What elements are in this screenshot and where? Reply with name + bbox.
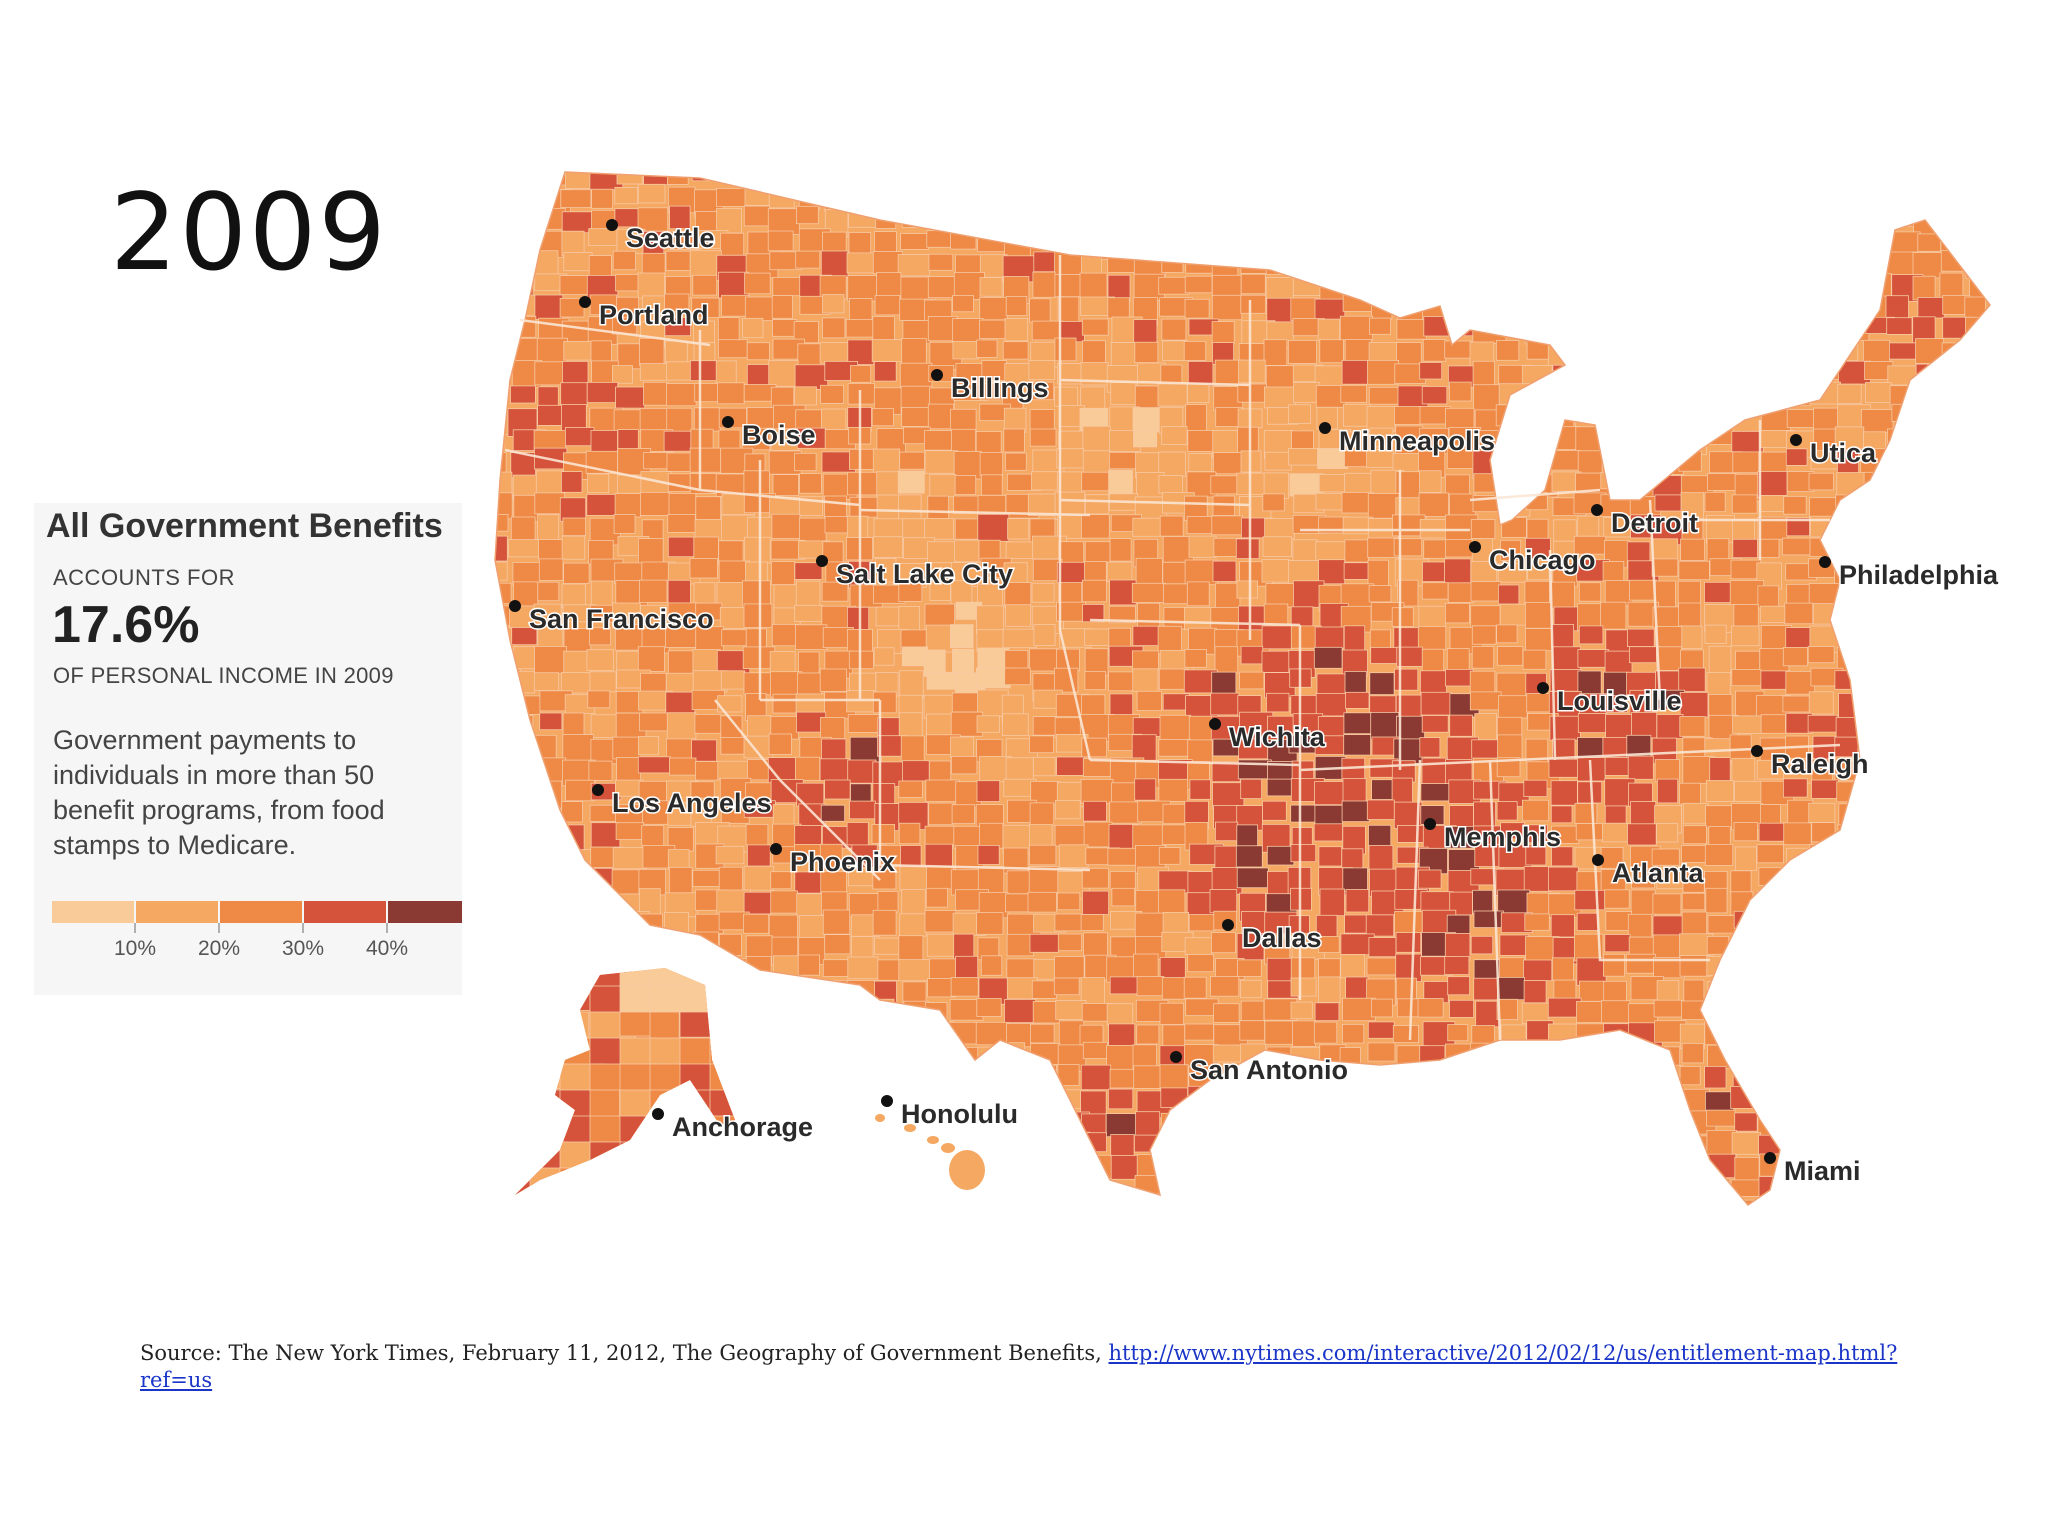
city-dot bbox=[1764, 1152, 1776, 1164]
city-dot bbox=[652, 1108, 664, 1120]
city-dot bbox=[722, 416, 734, 428]
city-marker-boise: Boise bbox=[722, 416, 817, 452]
city-dot bbox=[509, 600, 521, 612]
city-marker-phoenix: Phoenix bbox=[770, 843, 897, 879]
color-scale-bar bbox=[52, 901, 462, 933]
city-label: Miami bbox=[1784, 1156, 1861, 1186]
city-label: Detroit bbox=[1611, 508, 1698, 538]
legend-accounts-for: ACCOUNTS FOR bbox=[53, 565, 235, 590]
city-marker-san-antonio: San Antonio bbox=[1170, 1051, 1349, 1087]
city-marker-san-francisco: San Francisco bbox=[509, 600, 715, 636]
city-dot bbox=[1790, 434, 1802, 446]
city-dot bbox=[1319, 422, 1331, 434]
city-marker-chicago: Chicago bbox=[1469, 541, 1597, 577]
city-marker-wichita: Wichita bbox=[1209, 718, 1327, 754]
city-dot bbox=[1751, 745, 1763, 757]
scale-swatch bbox=[304, 901, 386, 923]
city-dot bbox=[579, 296, 591, 308]
city-marker-seattle: Seattle bbox=[606, 219, 716, 255]
city-dot bbox=[1591, 504, 1603, 516]
city-dot bbox=[1819, 556, 1831, 568]
city-marker-anchorage: Anchorage bbox=[652, 1108, 815, 1144]
city-label: Billings bbox=[951, 373, 1049, 403]
city-dot bbox=[1592, 854, 1604, 866]
city-dot bbox=[1537, 682, 1549, 694]
city-label: Portland bbox=[599, 300, 709, 330]
city-dot bbox=[1170, 1051, 1182, 1063]
legend-description: Government payments to individuals in mo… bbox=[53, 725, 385, 860]
year-title: 2009 bbox=[110, 171, 388, 294]
city-dot bbox=[1424, 818, 1436, 830]
city-marker-dallas: Dallas bbox=[1222, 919, 1323, 955]
city-label: San Francisco bbox=[529, 604, 714, 634]
city-label: Atlanta bbox=[1612, 858, 1704, 888]
city-label: Memphis bbox=[1444, 822, 1561, 852]
city-label: Honolulu bbox=[901, 1099, 1018, 1129]
scale-swatch bbox=[52, 901, 134, 923]
city-label: Wichita bbox=[1229, 722, 1326, 752]
city-dot bbox=[592, 784, 604, 796]
city-marker-detroit: Detroit bbox=[1591, 504, 1700, 540]
city-dot bbox=[816, 555, 828, 567]
source-text: Source: The New York Times, February 11,… bbox=[140, 1341, 1109, 1365]
city-marker-atlanta: Atlanta bbox=[1592, 854, 1706, 890]
city-marker-philadelphia: Philadelphia bbox=[1819, 556, 2001, 592]
city-label: Los Angeles bbox=[612, 788, 772, 818]
city-dot bbox=[881, 1095, 893, 1107]
scale-swatch bbox=[220, 901, 302, 923]
scale-swatch bbox=[136, 901, 218, 923]
city-marker-los-angeles: Los Angeles bbox=[592, 784, 773, 820]
source-link[interactable]: http://www.nytimes.com/interactive/2012/… bbox=[140, 1341, 1898, 1392]
city-label: Dallas bbox=[1242, 923, 1322, 953]
city-marker-utica: Utica bbox=[1790, 434, 1879, 470]
city-marker-portland: Portland bbox=[579, 296, 710, 332]
city-marker-raleigh: Raleigh bbox=[1751, 745, 1870, 781]
city-label: Minneapolis bbox=[1339, 426, 1495, 456]
city-dot bbox=[606, 219, 618, 231]
city-label: Utica bbox=[1810, 438, 1877, 468]
city-dot bbox=[1469, 541, 1481, 553]
scale-label: 10% bbox=[113, 937, 157, 960]
source-citation: Source: The New York Times, February 11,… bbox=[140, 1340, 1920, 1394]
city-dot bbox=[931, 369, 943, 381]
city-label: Chicago bbox=[1489, 545, 1596, 575]
city-dot bbox=[1209, 718, 1221, 730]
city-dot bbox=[1222, 919, 1234, 931]
city-marker-salt-lake-city: Salt Lake City bbox=[816, 555, 1015, 591]
city-label: Raleigh bbox=[1771, 749, 1869, 779]
legend-panel: All Government Benefits ACCOUNTS FOR 17.… bbox=[34, 503, 462, 995]
city-label: Anchorage bbox=[672, 1112, 813, 1142]
scale-swatch bbox=[388, 901, 462, 923]
scale-label: 20% bbox=[197, 937, 241, 960]
city-dot bbox=[770, 843, 782, 855]
city-marker-memphis: Memphis bbox=[1424, 818, 1563, 854]
city-marker-louisville: Louisville bbox=[1537, 682, 1683, 718]
scale-label: 40% bbox=[365, 937, 409, 960]
legend-percent: 17.6% bbox=[52, 596, 200, 654]
city-label: Salt Lake City bbox=[836, 559, 1013, 589]
city-marker-honolulu: Honolulu bbox=[881, 1095, 1019, 1131]
scale-label: 30% bbox=[281, 937, 325, 960]
city-marker-billings: Billings bbox=[931, 369, 1050, 405]
legend-title: All Government Benefits bbox=[46, 507, 443, 545]
city-label: Boise bbox=[742, 420, 816, 450]
city-label: San Antonio bbox=[1190, 1055, 1348, 1085]
city-label: Louisville bbox=[1557, 686, 1682, 716]
city-marker-minneapolis: Minneapolis bbox=[1319, 422, 1497, 458]
city-label: Seattle bbox=[626, 223, 715, 253]
color-scale: 10% 20% 30% 40% bbox=[52, 895, 462, 960]
city-marker-miami: Miami bbox=[1764, 1152, 1862, 1188]
city-label: Philadelphia bbox=[1839, 560, 1999, 590]
city-label: Phoenix bbox=[790, 847, 895, 877]
legend-of-income: OF PERSONAL INCOME IN 2009 bbox=[53, 663, 394, 688]
